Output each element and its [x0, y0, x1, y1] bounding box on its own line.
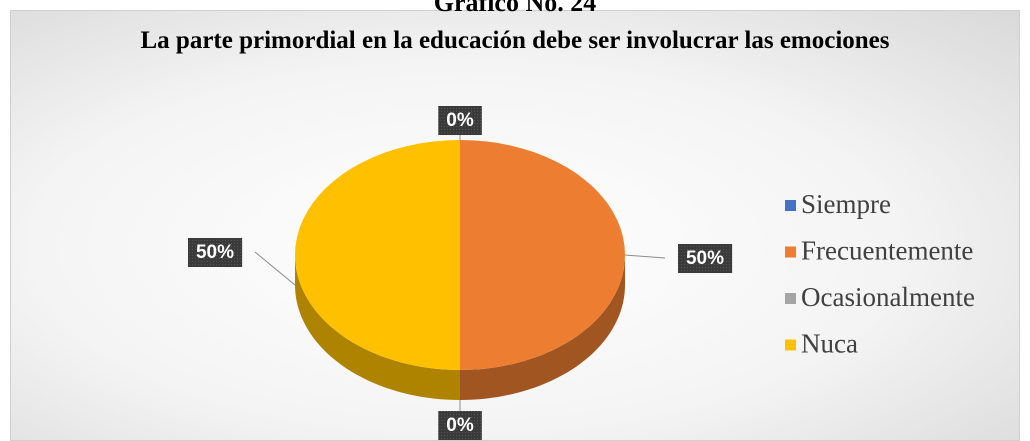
legend-label: Siempre: [801, 189, 891, 219]
legend-label: Nuca: [801, 329, 858, 359]
data-label-box: [677, 244, 733, 274]
legend-swatch: [785, 200, 796, 211]
slice-side: [295, 255, 460, 400]
slice: [295, 140, 460, 370]
legend-label: Frecuentemente: [801, 236, 973, 266]
legend-swatch: [785, 246, 796, 258]
data-label: 50%: [196, 242, 234, 263]
data-label: 50%: [686, 248, 724, 269]
data-label: 0%: [446, 415, 474, 436]
data-label: 0%: [446, 110, 474, 131]
legend-label: Ocasionalmente: [801, 282, 975, 312]
legend-swatch: [785, 293, 796, 304]
slice: [460, 140, 625, 370]
heading: Gráfico No. 24: [433, 0, 597, 17]
data-label-box: [438, 106, 482, 136]
slice-side: [460, 255, 625, 400]
leader-line: [624, 254, 666, 259]
legend-swatch: [785, 339, 796, 351]
data-label-box: [187, 238, 243, 268]
data-label-box: [438, 411, 482, 441]
leader-line: [254, 251, 296, 286]
chart-title: La parte primordial en la educación debe…: [140, 27, 890, 54]
